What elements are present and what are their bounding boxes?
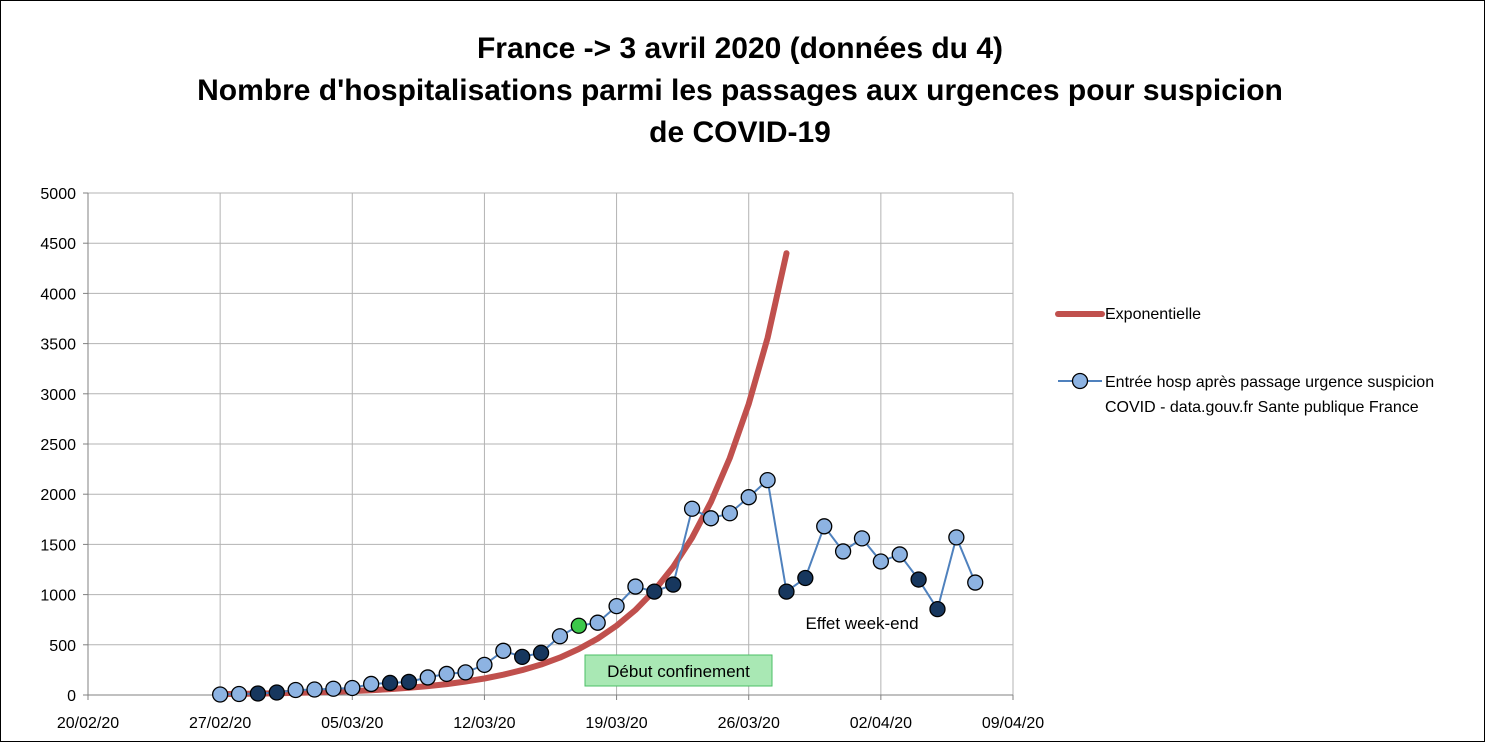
data-point [967,574,984,591]
data-point [853,530,871,547]
data-point [551,628,569,645]
data-point [834,543,852,560]
data-point [419,669,436,686]
data-point [306,681,323,698]
y-tick-label: 1500 [40,537,76,554]
data-point [872,553,890,570]
series-exponentielle [217,250,790,698]
exponentielle-line [217,250,790,698]
x-tick-label: 02/04/20 [850,715,912,732]
y-tick-label: 4500 [40,236,76,253]
data-point [702,510,720,527]
data-point [721,505,738,522]
data-point [457,664,474,681]
x-tick-label: 05/03/20 [321,715,383,732]
legend-swatch-entree-hosp-marker [1071,372,1089,390]
title-line-1: France -> 3 avril 2020 (données du 4) [476,32,1004,65]
data-point [910,571,927,588]
x-tick-label: 26/03/20 [718,715,780,732]
y-tick-label: 4000 [40,286,76,303]
data-point [381,674,399,692]
y-tick-label: 2000 [40,487,76,504]
data-point [400,673,418,691]
data-point [570,617,587,634]
title-line-2: Nombre d'hospitalisations parmi les pass… [197,74,1283,107]
y-tick-label: 3000 [40,387,76,404]
data-point [514,648,531,665]
data-point [211,686,229,703]
annotation-effet-week-end: Effet week-end [805,614,918,633]
data-point [230,685,248,703]
data-point [627,578,644,595]
data-point [948,529,965,546]
data-point [325,680,342,697]
annotation-debut-confinement: Début confinement [607,662,750,681]
data-point [495,642,512,659]
x-tick-label: 20/02/20 [57,715,119,732]
annotations: Début confinement Effet week-end [584,614,919,687]
legend-label-exponentielle: Exponentielle [1105,306,1202,323]
data-point [589,614,606,631]
data-point [929,601,946,618]
x-tick-label: 19/03/20 [585,715,647,732]
data-point [249,685,267,702]
data-point [740,489,757,506]
data-point [665,576,682,593]
data-point [608,597,625,615]
data-point [683,500,701,517]
data-point [778,583,795,600]
data-point [891,546,908,563]
annotation-box-confinement [584,654,773,687]
x-tick-labels: 20/02/20 27/02/20 05/03/20 12/03/20 19/03/20… [57,715,1044,732]
data-point [816,518,833,535]
data-point [476,656,493,674]
data-point [438,665,455,683]
data-point [646,583,663,600]
x-tick-label: 27/02/20 [189,715,251,732]
y-tick-label: 0 [67,688,76,705]
y-tick-label: 5000 [40,186,76,203]
y-tick-label: 2500 [40,437,76,454]
data-point [759,471,776,489]
y-tick-label: 1000 [40,588,76,605]
chart-title: France -> 3 avril 2020 (données du 4) No… [130,28,1350,154]
data-point [532,644,550,661]
title-line-3: de COVID-19 [649,116,831,149]
data-point [344,679,361,697]
legend-label-entree-hosp: Entrée hosp après passage urgence suspic… [1105,374,1435,416]
data-point [363,675,380,693]
data-point [287,681,304,699]
series-entree-hosp [211,471,984,703]
x-tick-label: 09/04/20 [982,715,1044,732]
legend [1055,311,1105,390]
y-tick-label: 3500 [40,337,76,354]
y-tick-labels: 0 500 1000 1500 2000 2500 3000 3500 4000 4500 5000 [40,186,76,705]
data-point [268,684,285,701]
x-tick-label: 12/03/20 [453,715,515,732]
y-tick-label: 500 [49,638,76,655]
data-point [797,569,814,587]
